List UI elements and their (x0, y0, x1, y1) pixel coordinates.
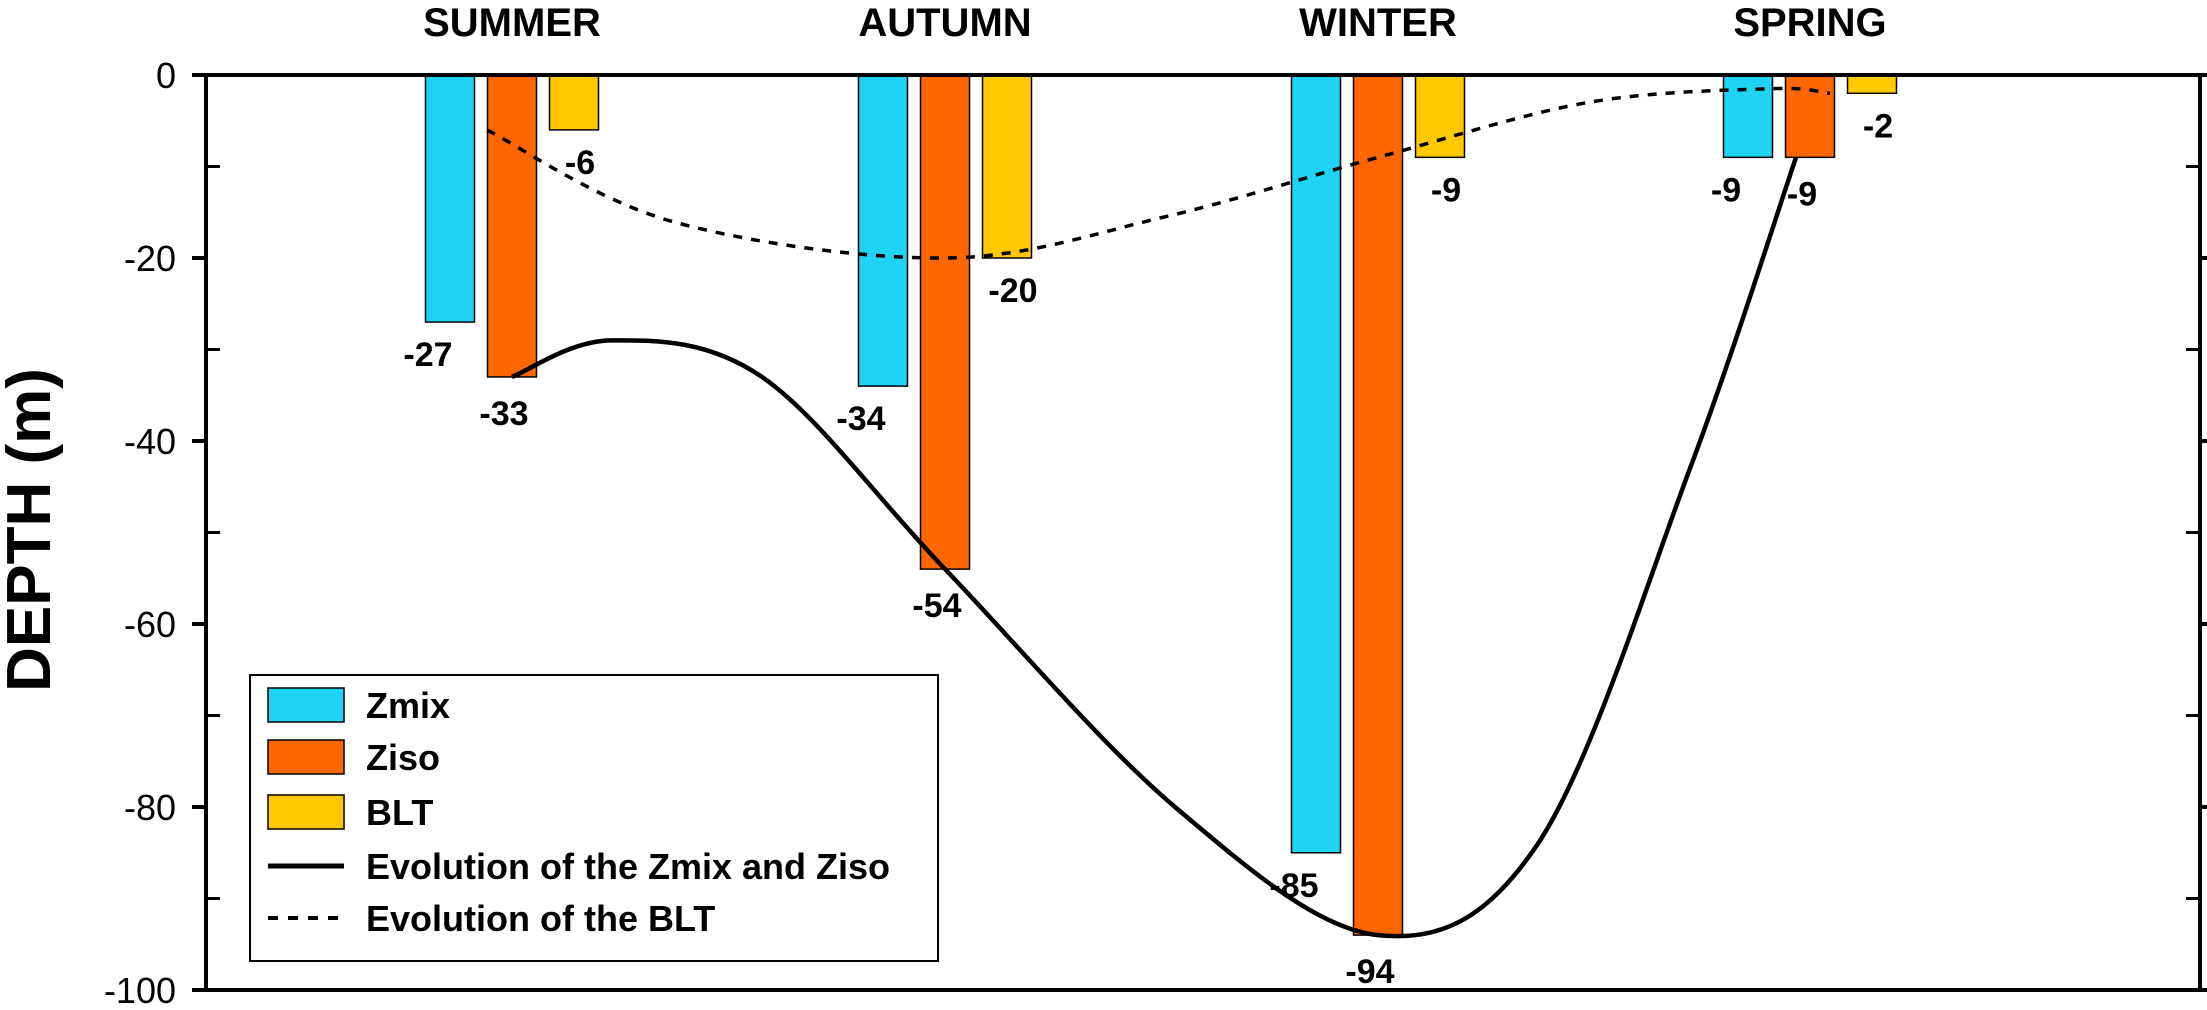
bar-value-label: -34 (836, 400, 885, 438)
zmix-ziso-evolution-line (511, 156, 1799, 939)
y-tick-label: -80 (124, 787, 176, 828)
y-tick-label: -40 (124, 421, 176, 462)
season-label: WINTER (1299, 1, 1457, 45)
bar-zmix-spring (1722, 74, 1774, 159)
y-tick-label: -100 (104, 970, 176, 1010)
legend-label: Evolution of the BLT (366, 898, 715, 939)
legend-label: Zmix (366, 685, 450, 726)
blt-evolution-line (486, 86, 1831, 260)
bar-value-label: -54 (912, 587, 961, 625)
bar-value-label: -20 (988, 272, 1037, 310)
y-axis-ticks: 0 -20 -40 -60 -80 -100 (104, 55, 2207, 1010)
bar-value-label: -9 (1431, 171, 1461, 209)
bar-ziso-winter (1352, 74, 1404, 936)
bar-blt-autumn (981, 74, 1033, 259)
plot-frame (204, 73, 2202, 992)
bar-blt-spring (1846, 74, 1898, 95)
bar-value-label: -9 (1787, 175, 1817, 213)
bar-zmix-autumn (857, 74, 909, 387)
season-label: AUTUMN (858, 1, 1031, 45)
bar-value-labels: -27 -34 -85 -9 -33 -54 -94 -9 -6 -20 -9 -2 (403, 107, 1893, 991)
bar-value-label: -85 (1269, 867, 1318, 905)
season-labels: SUMMER AUTUMN WINTER SPRING (423, 1, 1887, 45)
y-axis-title: DEPTH (m) (0, 368, 64, 692)
y-tick-label: -20 (124, 238, 176, 279)
bar-ziso-autumn (919, 74, 971, 570)
bar-zmix-winter (1290, 74, 1342, 854)
bar-blt-summer (548, 74, 600, 131)
legend-swatch-blt (267, 794, 345, 830)
legend-label: BLT (366, 792, 433, 833)
bar-value-label: -27 (403, 336, 452, 374)
bar-value-label: -9 (1711, 171, 1741, 209)
legend-box (249, 674, 939, 962)
legend-label: Ziso (366, 737, 440, 778)
bar-value-label: -6 (565, 144, 595, 182)
legend-swatch-ziso (267, 739, 345, 775)
trend-curves (486, 86, 1831, 939)
season-label: SUMMER (423, 1, 601, 45)
bar-value-label: -94 (1345, 953, 1394, 991)
legend-swatch-zmix (267, 687, 345, 723)
season-label: SPRING (1733, 1, 1886, 45)
bar-value-label: -33 (479, 395, 528, 433)
legend-label: Evolution of the Zmix and Ziso (366, 846, 890, 887)
bar-ziso-summer (486, 74, 538, 378)
y-tick-label: -60 (124, 604, 176, 645)
y-tick-label: 0 (156, 55, 176, 96)
legend: Zmix Ziso BLT Evolution of the Zmix and Zis… (249, 674, 939, 962)
bar-value-label: -2 (1863, 107, 1893, 145)
bar-zmix-summer (424, 74, 476, 323)
